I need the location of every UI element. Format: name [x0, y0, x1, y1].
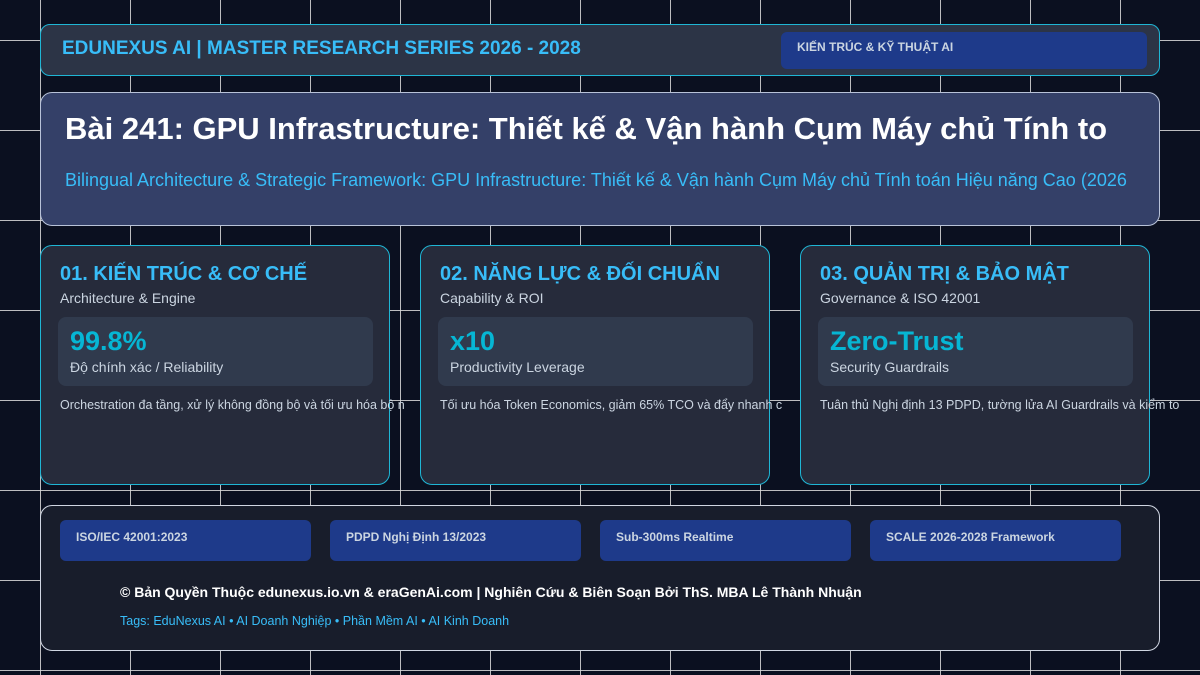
metric-box: x10 Productivity Leverage	[438, 317, 753, 386]
footer-badge: PDPD Nghị Định 13/2023	[330, 520, 581, 561]
metric-value: Zero-Trust	[830, 326, 964, 356]
card: 02. NĂNG LỰC & ĐỐI CHUẨN Capability & ROI…	[420, 245, 782, 485]
hero-title-clip: Bài 241: GPU Infrastructure: Thiết kế & …	[41, 93, 1159, 173]
footer: © Bản Quyền Thuộc edunexus.io.vn & eraGe…	[40, 505, 1160, 651]
card-subtitle: Capability & ROI	[440, 290, 544, 306]
footer-badge: ISO/IEC 42001:2023	[60, 520, 311, 561]
hero: Bài 241: GPU Infrastructure: Thiết kế & …	[40, 92, 1160, 226]
card: 03. QUẢN TRỊ & BẢO MẬT Governance & ISO 4…	[800, 245, 1179, 485]
header: EDUNEXUS AI | MASTER RESEARCH SERIES 202…	[40, 24, 1160, 76]
card-title: 02. NĂNG LỰC & ĐỐI CHUẨN	[440, 263, 720, 285]
metric-value: x10	[450, 326, 496, 356]
card-title: 01. KIẾN TRÚC & CƠ CHẾ	[60, 263, 308, 285]
hero-subtitle: Bilingual Architecture & Strategic Frame…	[65, 170, 1127, 190]
tags: Tags: EduNexus AI • AI Doanh Nghiệp • Ph…	[120, 614, 510, 628]
footer-badge: Sub-300ms Realtime	[600, 520, 851, 561]
metric-label: Productivity Leverage	[450, 359, 585, 375]
card-subtitle: Architecture & Engine	[60, 290, 196, 306]
card: 01. KIẾN TRÚC & CƠ CHẾ Architecture & Eng…	[40, 245, 405, 485]
card-description: Orchestration đa tầng, xử lý không đồng …	[60, 398, 405, 412]
metric-label: Độ chính xác / Reliability	[70, 359, 224, 375]
metric-box: Zero-Trust Security Guardrails	[818, 317, 1133, 386]
card-title: 03. QUẢN TRỊ & BẢO MẬT	[820, 263, 1069, 285]
card-subtitle: Governance & ISO 42001	[820, 290, 981, 306]
card-description: Tuân thủ Nghị định 13 PDPD, tường lửa AI…	[820, 398, 1180, 412]
copyright: © Bản Quyền Thuộc edunexus.io.vn & eraGe…	[120, 584, 862, 600]
header-title: EDUNEXUS AI | MASTER RESEARCH SERIES 202…	[62, 38, 581, 59]
header-badge: KIẾN TRÚC & KỸ THUẬT AI	[781, 32, 1147, 69]
footer-badge: SCALE 2026-2028 Framework	[870, 520, 1121, 561]
metric-box: 99.8% Độ chính xác / Reliability	[58, 317, 373, 386]
metric-label: Security Guardrails	[830, 359, 950, 375]
hero-title: Bài 241: GPU Infrastructure: Thiết kế & …	[65, 111, 1108, 146]
metric-value: 99.8%	[70, 326, 147, 356]
card-description: Tối ưu hóa Token Economics, giảm 65% TCO…	[440, 398, 783, 412]
